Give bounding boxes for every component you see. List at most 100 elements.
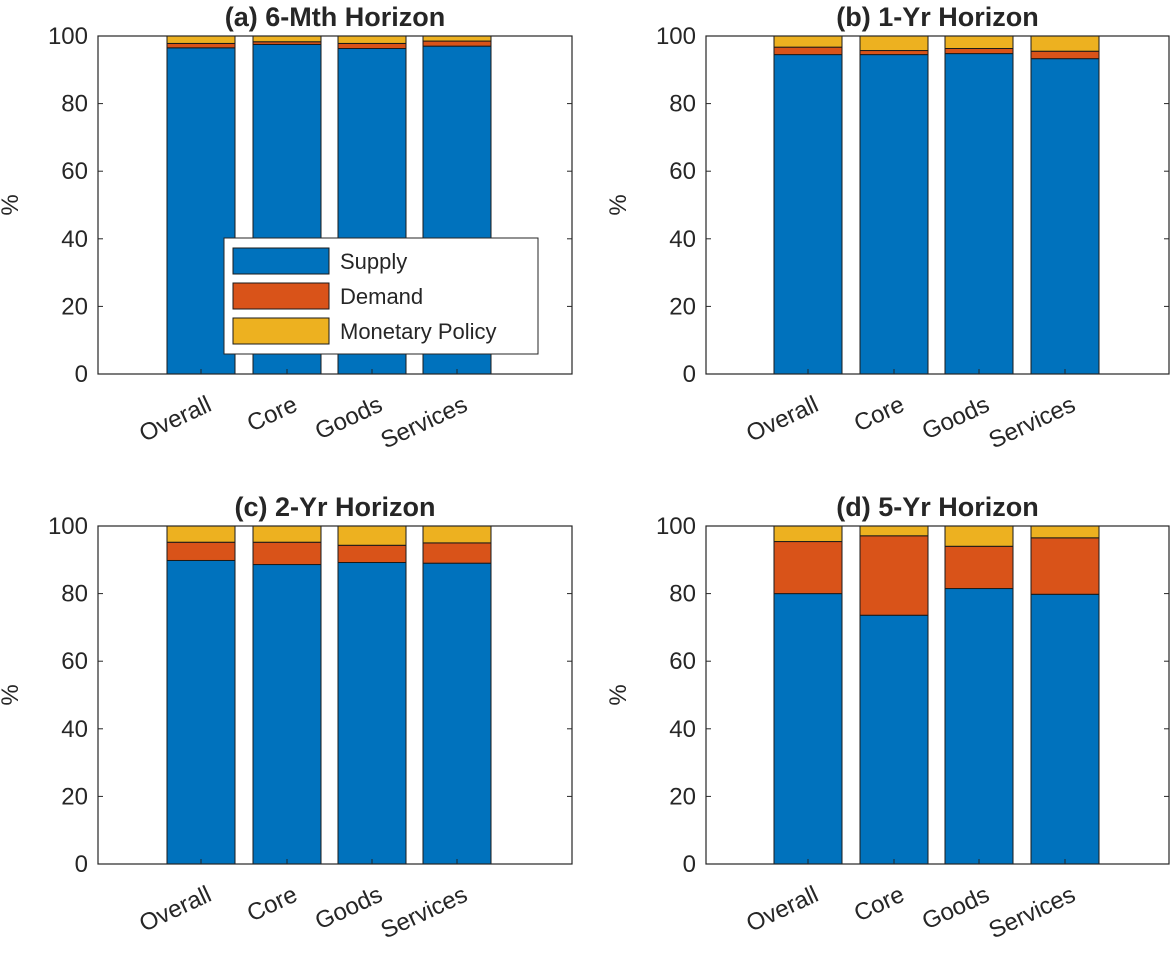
bar-d-core-demand	[859, 535, 929, 616]
ytick-label-d: 80	[669, 581, 696, 608]
legend-label-monetary-policy: Monetary Policy	[340, 319, 497, 344]
bar-b-services-supply	[1030, 58, 1100, 375]
legend-swatch-supply	[232, 247, 330, 275]
bar-d-goods-supply	[944, 588, 1014, 865]
bar-a-overall-demand	[166, 42, 236, 49]
ytick-label-a: 40	[61, 226, 88, 253]
xtick-label-c-overall: Overall	[135, 881, 215, 938]
bar-c-core-supply	[252, 564, 322, 865]
bar-b-overall-demand	[773, 46, 843, 56]
xtick-label-c-services: Services	[377, 881, 472, 944]
bar-d-goods-demand	[944, 545, 1014, 590]
ytick-label-a: 80	[61, 91, 88, 118]
y-axis-label-d: %	[605, 684, 632, 705]
ytick-label-b: 20	[669, 293, 696, 320]
xtick-label-b-goods: Goods	[918, 391, 994, 445]
axes-frame-a	[97, 35, 573, 375]
bar-a-overall-monetary-policy	[166, 35, 236, 44]
legend-swatch-demand	[232, 282, 330, 310]
ytick-label-c: 20	[61, 783, 88, 810]
xtick-label-c-core: Core	[243, 881, 302, 927]
ytick-label-c: 40	[61, 716, 88, 743]
bar-d-overall-supply	[773, 593, 843, 865]
bar-c-core-monetary-policy	[252, 525, 322, 543]
xtick-label-a-services: Services	[377, 391, 472, 454]
xtick-label-d-core: Core	[850, 881, 909, 927]
bar-c-overall-monetary-policy	[166, 525, 236, 543]
bar-a-services-monetary-policy	[422, 35, 492, 42]
axes-frame-c	[97, 525, 573, 865]
ytick-label-c: 60	[61, 648, 88, 675]
bar-b-core-supply	[859, 54, 929, 375]
bar-c-core-demand	[252, 541, 322, 566]
bar-c-services-supply	[422, 562, 492, 865]
ytick-label-d: 100	[656, 513, 696, 540]
ytick-label-b: 0	[683, 361, 696, 388]
bar-d-core-monetary-policy	[859, 525, 929, 537]
ytick-label-a: 100	[48, 23, 88, 50]
xtick-label-b-core: Core	[850, 391, 909, 437]
bar-b-core-demand	[859, 50, 929, 56]
bar-c-services-demand	[422, 542, 492, 564]
xtick-label-a-core: Core	[243, 391, 302, 437]
bar-b-services-demand	[1030, 50, 1100, 60]
xtick-label-a-overall: Overall	[135, 391, 215, 448]
panel-title-a: (a) 6-Mth Horizon	[225, 2, 445, 32]
bar-b-core-monetary-policy	[859, 35, 929, 52]
bar-d-core-supply	[859, 614, 929, 865]
ytick-label-b: 40	[669, 226, 696, 253]
xtick-label-d-goods: Goods	[918, 881, 994, 935]
bar-a-goods-demand	[337, 42, 407, 50]
panel-title-b: (b) 1-Yr Horizon	[836, 2, 1039, 32]
ytick-label-a: 60	[61, 158, 88, 185]
xtick-label-b-overall: Overall	[742, 391, 822, 448]
bar-d-services-monetary-policy	[1030, 525, 1100, 539]
bar-a-services-demand	[422, 40, 492, 47]
legend-swatch-monetary-policy	[232, 317, 330, 345]
ytick-label-d: 60	[669, 648, 696, 675]
bar-d-services-demand	[1030, 537, 1100, 595]
bar-c-overall-supply	[166, 559, 236, 865]
bar-a-goods-monetary-policy	[337, 35, 407, 44]
ytick-label-b: 60	[669, 158, 696, 185]
panel-title-c: (c) 2-Yr Horizon	[234, 492, 435, 522]
bar-d-goods-monetary-policy	[944, 525, 1014, 547]
xtick-label-c-goods: Goods	[311, 881, 387, 935]
axes-frame-b	[705, 35, 1170, 375]
bar-b-services-monetary-policy	[1030, 35, 1100, 52]
ytick-label-d: 20	[669, 783, 696, 810]
y-axis-label-a: %	[0, 194, 24, 215]
ytick-label-a: 20	[61, 293, 88, 320]
bar-c-goods-supply	[337, 562, 407, 865]
ytick-label-d: 40	[669, 716, 696, 743]
y-axis-label-b: %	[605, 194, 632, 215]
legend: Supply Demand Monetary Policy	[223, 237, 539, 355]
panel-title-d: (d) 5-Yr Horizon	[836, 492, 1039, 522]
bar-b-overall-monetary-policy	[773, 35, 843, 48]
ytick-label-b: 100	[656, 23, 696, 50]
xtick-label-a-goods: Goods	[311, 391, 387, 445]
bar-b-goods-supply	[944, 53, 1014, 375]
bar-a-core-monetary-policy	[252, 35, 322, 43]
y-axis-label-c: %	[0, 684, 24, 705]
bar-d-overall-monetary-policy	[773, 525, 843, 543]
xtick-label-d-overall: Overall	[742, 881, 822, 938]
bar-c-overall-demand	[166, 541, 236, 561]
bar-d-services-supply	[1030, 593, 1100, 865]
axes-frame-d	[705, 525, 1170, 865]
bar-b-goods-demand	[944, 48, 1014, 55]
ytick-label-d: 0	[683, 851, 696, 878]
bar-c-goods-monetary-policy	[337, 525, 407, 546]
bar-c-goods-demand	[337, 544, 407, 564]
bar-b-overall-supply	[773, 54, 843, 375]
ytick-label-c: 80	[61, 581, 88, 608]
legend-label-supply: Supply	[340, 249, 407, 274]
xtick-label-b-services: Services	[985, 391, 1080, 454]
bar-d-overall-demand	[773, 541, 843, 595]
bar-c-services-monetary-policy	[422, 525, 492, 544]
